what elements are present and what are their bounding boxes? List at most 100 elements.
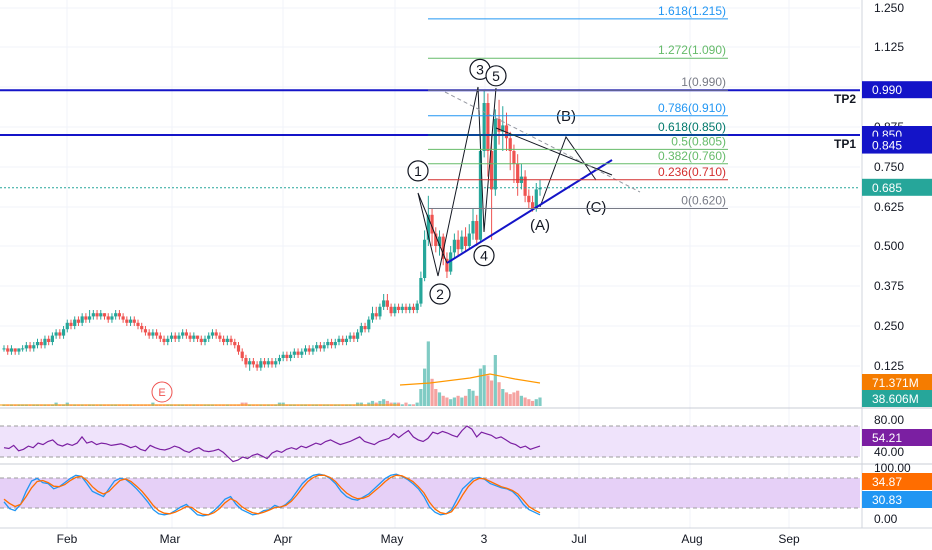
- candle-body: [337, 338, 341, 342]
- candle-body: [91, 313, 95, 317]
- event-marker-circle: [151, 381, 173, 403]
- fib-label: 0.382(0.760): [658, 149, 726, 163]
- candle-body: [352, 335, 356, 339]
- candle-body: [47, 338, 51, 342]
- volume-bar: [419, 389, 423, 406]
- candle-body: [158, 335, 162, 339]
- candle-body: [437, 236, 442, 246]
- candle-body: [463, 236, 468, 246]
- candle-body: [367, 319, 371, 330]
- candle-body: [21, 348, 25, 350]
- candle-body: [374, 313, 378, 317]
- candle-body: [430, 214, 434, 234]
- wave-label: 2: [436, 286, 444, 302]
- wave-label: 3: [476, 61, 484, 77]
- price-tag-bg: [862, 374, 932, 391]
- volume-bar: [408, 404, 412, 406]
- candle-body: [341, 338, 345, 342]
- candle-body: [255, 364, 259, 368]
- candle-body: [117, 313, 121, 317]
- rsi-tick-label: 80.00: [874, 413, 904, 427]
- volume-bar: [389, 402, 393, 406]
- wave-label: 4: [480, 248, 488, 264]
- price-tick-label: 0.750: [874, 160, 904, 174]
- candle-body: [50, 335, 54, 342]
- volume-bar: [240, 402, 244, 406]
- volume-bar: [467, 389, 471, 406]
- volume-bars: [0, 341, 542, 406]
- candle-body: [203, 338, 207, 342]
- time-tick-label: Sep: [778, 532, 800, 546]
- candle-body: [128, 319, 133, 323]
- candle-body: [84, 316, 88, 320]
- candle-body: [523, 176, 527, 196]
- volume-bar: [516, 390, 520, 406]
- candle-body: [32, 345, 36, 349]
- candle-body: [207, 335, 211, 339]
- candle-body: [460, 236, 464, 250]
- candle-body: [467, 233, 471, 246]
- rsi-band: [0, 426, 860, 457]
- volume-bar: [54, 402, 58, 406]
- price-tag: 0.990: [872, 83, 902, 97]
- event-marker-label: E: [158, 387, 165, 399]
- candle-body: [155, 332, 159, 336]
- candle-body: [344, 338, 349, 342]
- volume-bar: [460, 397, 464, 406]
- candle-body: [404, 306, 408, 310]
- candle-body: [378, 306, 382, 317]
- fib-label: 1.272(1.090): [658, 43, 726, 57]
- candle-body: [538, 187, 542, 190]
- volume-bar: [478, 368, 483, 406]
- candle-body: [482, 103, 486, 151]
- candle-body: [270, 361, 274, 365]
- volume-bar: [486, 375, 490, 406]
- volume-bar: [445, 397, 449, 406]
- price-tag: 0.685: [872, 181, 902, 195]
- volume-bar: [441, 395, 445, 406]
- candle-body: [236, 345, 241, 352]
- volume-bar: [434, 389, 438, 406]
- volume-bar: [449, 399, 453, 406]
- fib-label: 1(0.990): [681, 75, 726, 89]
- fib-diagonal: [444, 91, 641, 193]
- price-tick-label: 0.125: [874, 359, 904, 373]
- candle-body: [493, 119, 497, 190]
- candle-body: [177, 335, 181, 339]
- fib-label: 1.618(1.215): [658, 4, 726, 18]
- stoch-d-line: [3, 474, 541, 516]
- rsi-indicator: [3, 425, 541, 463]
- candle-body: [359, 326, 363, 333]
- time-tick-label: 3: [481, 532, 488, 546]
- candle-body: [501, 125, 505, 132]
- candle-body: [251, 361, 255, 365]
- wave-circle: [429, 283, 451, 305]
- rsi-tick-label: 40.00: [874, 445, 904, 459]
- candle-body: [188, 335, 192, 339]
- candle-body: [307, 348, 311, 352]
- time-tick-label: Apr: [274, 532, 293, 546]
- volume-bar: [65, 402, 69, 406]
- price-axis: 1.2501.1251.0000.8750.7500.6250.5000.375…: [861, 0, 932, 528]
- candle-body: [478, 151, 483, 240]
- candle-body: [229, 338, 233, 342]
- candle-body: [121, 316, 125, 320]
- candle-body: [147, 332, 151, 336]
- fib-label: 0(0.620): [681, 194, 726, 208]
- candle-body: [486, 103, 490, 151]
- price-tag-bg: [862, 178, 932, 196]
- stoch-k-line: [3, 473, 541, 517]
- candle-body: [471, 221, 475, 234]
- candle-body: [61, 329, 66, 336]
- time-tick-label: Feb: [57, 532, 78, 546]
- volume-bar: [281, 402, 285, 406]
- volume-bar: [277, 402, 282, 406]
- volume-ma-line: [399, 373, 541, 386]
- rsi-value-tag-bg: [862, 429, 932, 446]
- stoch-k-tag: 30.83: [872, 493, 902, 507]
- volume-bar: [463, 395, 468, 406]
- candle-body: [292, 351, 296, 355]
- elliott-wave-path: [417, 86, 497, 277]
